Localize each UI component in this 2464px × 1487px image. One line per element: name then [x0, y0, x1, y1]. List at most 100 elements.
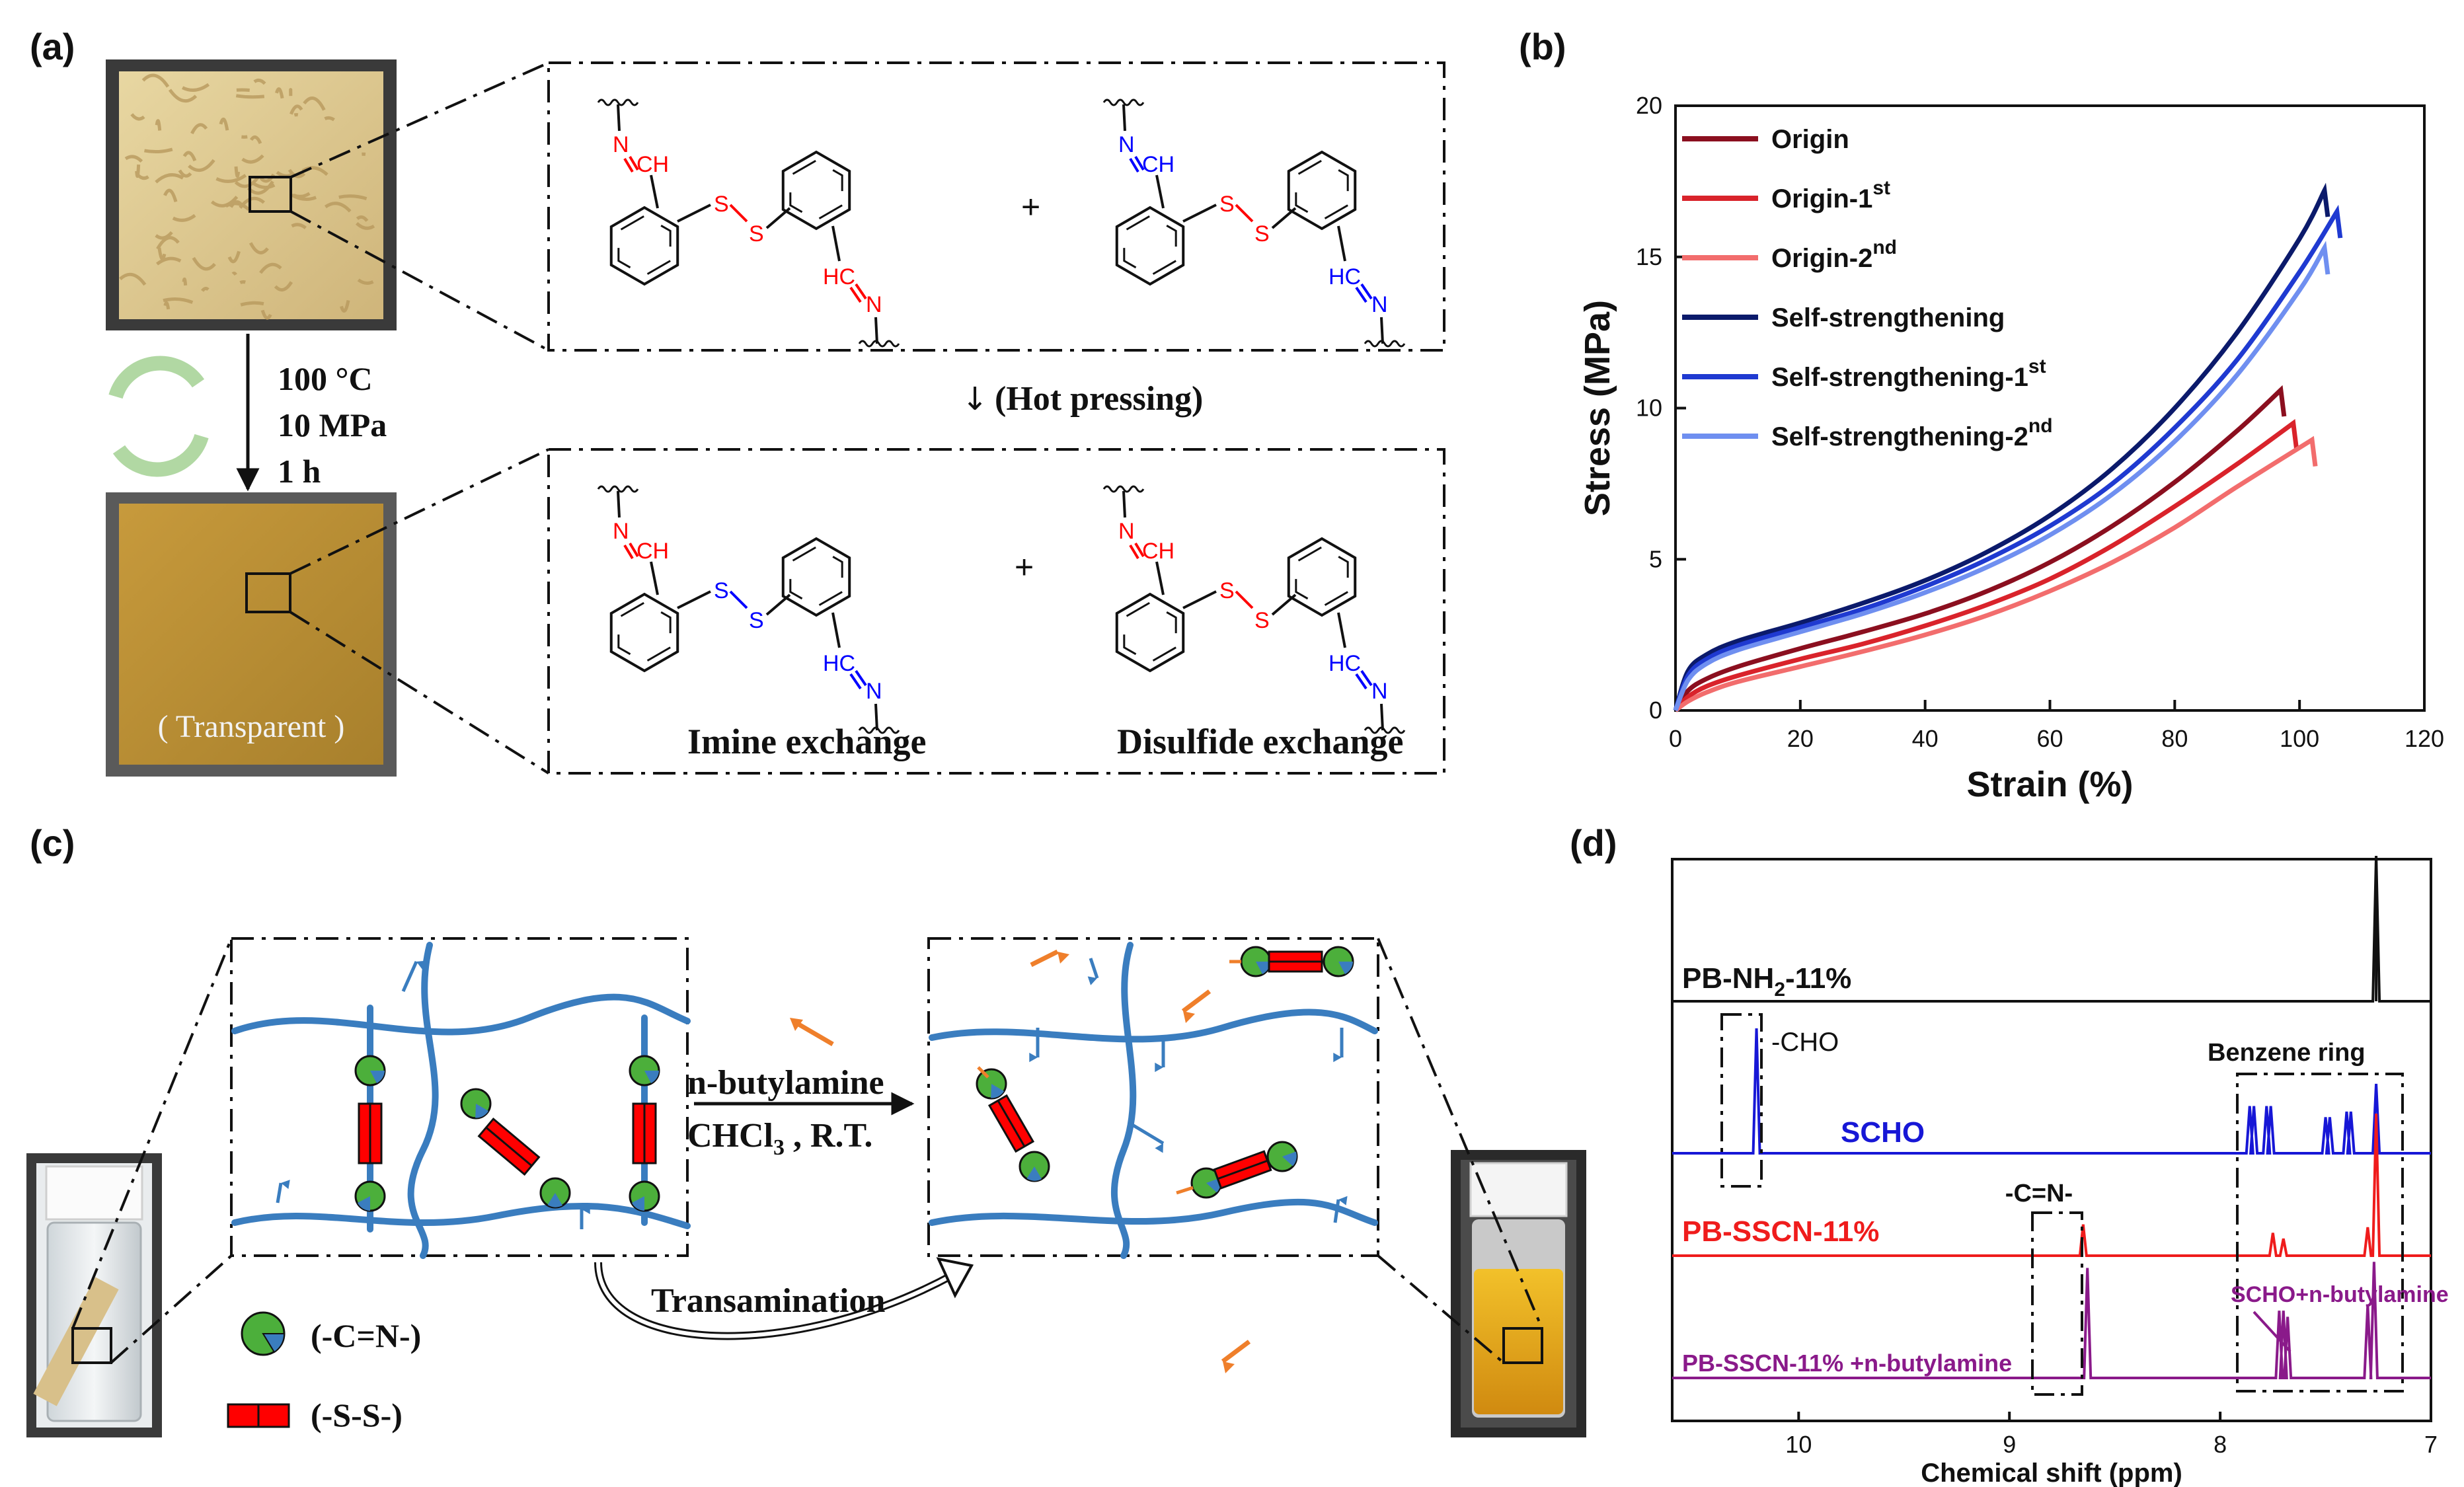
nitrogen-atom: N [613, 519, 629, 544]
benzene-inner [789, 546, 843, 608]
amine-line [1030, 949, 1059, 968]
shred [239, 280, 247, 284]
shred [163, 188, 178, 203]
bond [1337, 612, 1346, 648]
shred [124, 155, 143, 163]
network-box-left [230, 937, 689, 1257]
side-chain-tip [582, 1204, 590, 1215]
side-chain-tip [1333, 1052, 1342, 1063]
legend-label-text: Origin-1 [1771, 184, 1872, 213]
panel-a: (a) 100 °C 10 MPa 1 h ( Transparent ) [30, 26, 1445, 777]
shred [219, 117, 229, 131]
cn-box [2031, 1211, 2083, 1396]
nitrogen-atom: N [1371, 292, 1388, 317]
shred [355, 221, 375, 230]
bond [623, 544, 634, 560]
bond [1155, 561, 1165, 595]
bond [1235, 590, 1254, 609]
shred [253, 78, 266, 85]
down-arrow-glyph: ↓ [962, 381, 988, 418]
imine-node-sector [1026, 1166, 1042, 1181]
imine-node-sector [991, 1084, 1005, 1098]
shred [201, 286, 210, 292]
zoom-connectors-a [289, 61, 550, 775]
trace-label-1-sub: 2 [1774, 979, 1785, 1001]
bond [729, 590, 748, 609]
side-chain-tip [281, 1180, 290, 1190]
nitrogen-atom: N [866, 679, 882, 704]
trace-label-1: PB-NH2-11% [1682, 962, 1851, 1001]
polymer-chain [929, 1198, 1378, 1226]
legend-label-text: Origin [1771, 125, 1849, 154]
trace-label-2: SCHO [1841, 1116, 1925, 1149]
zoom-box-vial-right [1502, 1327, 1543, 1364]
cn-annotation: -C=N- [2005, 1180, 2073, 1207]
legend-label: Self-strengthening-1st [1771, 356, 2046, 392]
series-line-1 [1673, 385, 2287, 712]
panel-b: (b) 0 20 40 60 80 100 120 0 5 10 15 20 Strain (%) Str… [1519, 26, 2444, 804]
hc-group: HC [1328, 264, 1361, 289]
disulfide-divider [997, 1100, 1026, 1147]
series-line-3 [1674, 436, 2318, 712]
x-tick-label: 40 [1912, 725, 1939, 752]
polymer-chain [231, 1203, 691, 1229]
legend-label: Origin-1st [1771, 177, 1890, 213]
shred [141, 73, 170, 88]
bond [1337, 225, 1346, 262]
fragment-arm [977, 1066, 989, 1079]
shred [190, 123, 208, 135]
trace-label-3: PB-SSCN-11% [1682, 1215, 1879, 1248]
bond [1360, 283, 1373, 300]
side-chain-tip [1155, 1062, 1163, 1073]
shred [276, 171, 293, 178]
polymer-chain [929, 1009, 1378, 1043]
legend-label-sup: nd [1872, 237, 1897, 258]
benzene-inner [1295, 546, 1349, 608]
shred [143, 147, 173, 154]
benzene-ring [1115, 592, 1185, 673]
legend-label-text: Self-strengthening [1771, 303, 2005, 332]
vial-right-photo [1451, 1150, 1586, 1437]
zoom-box-top [249, 176, 292, 213]
side-chain-tip [1029, 1052, 1038, 1063]
nmr-trace-3 [1672, 1113, 2431, 1257]
bond [855, 283, 867, 300]
stress-strain-chart: 0 20 40 60 80 100 120 0 5 10 15 20 Strain (%) Stress … [1578, 92, 2444, 804]
hc-group: HC [1328, 651, 1361, 676]
sulfur-atom: S [714, 578, 729, 603]
benzene-inner [1123, 601, 1177, 664]
side-chain-tip [416, 960, 426, 970]
shred [181, 83, 210, 92]
shred [324, 116, 335, 122]
bond [849, 286, 862, 303]
legend-label: Self-strengthening [1771, 303, 2005, 332]
shred [210, 196, 239, 208]
series-line-4 [1673, 182, 2330, 712]
polymer-chain [1110, 942, 1137, 1259]
imine-node-sector [475, 1104, 489, 1118]
legend-label-text: Self-strengthening-1 [1771, 363, 2028, 392]
nmr-spectra-chart: 10 9 8 7 Chemical shift (ppm) PB-NH2-11% SCHO P… [1671, 855, 2449, 1487]
zoom-connectors-c-left [71, 938, 233, 1364]
plot-frame-d [1671, 858, 2432, 1422]
trace-label-4: PB-SSCN-11% +n-butylamine [1682, 1350, 2012, 1377]
degraded-network [790, 942, 1378, 1373]
side-chain-tip [1087, 976, 1097, 985]
sulfur-atom: S [1219, 578, 1235, 603]
shred [178, 169, 192, 178]
x-tick-label: 8 [2214, 1431, 2227, 1458]
fragment-arm [1176, 1186, 1194, 1195]
legend-label-sup: st [1872, 177, 1890, 199]
disulfide-exchange-label: Disulfide exchange [1117, 722, 1404, 761]
ch-group: CH [1142, 152, 1174, 177]
sulfur-atom: S [714, 192, 729, 217]
x-axis-label: Strain (%) [1966, 765, 2133, 804]
reagent-name: n-butylamine [687, 1064, 884, 1102]
polymer-chain-wave [858, 726, 900, 734]
x-tick-label: 80 [2161, 725, 2188, 752]
shred [215, 174, 247, 183]
benzene-inner [1123, 215, 1177, 277]
shred [188, 159, 215, 172]
shred [340, 300, 350, 313]
